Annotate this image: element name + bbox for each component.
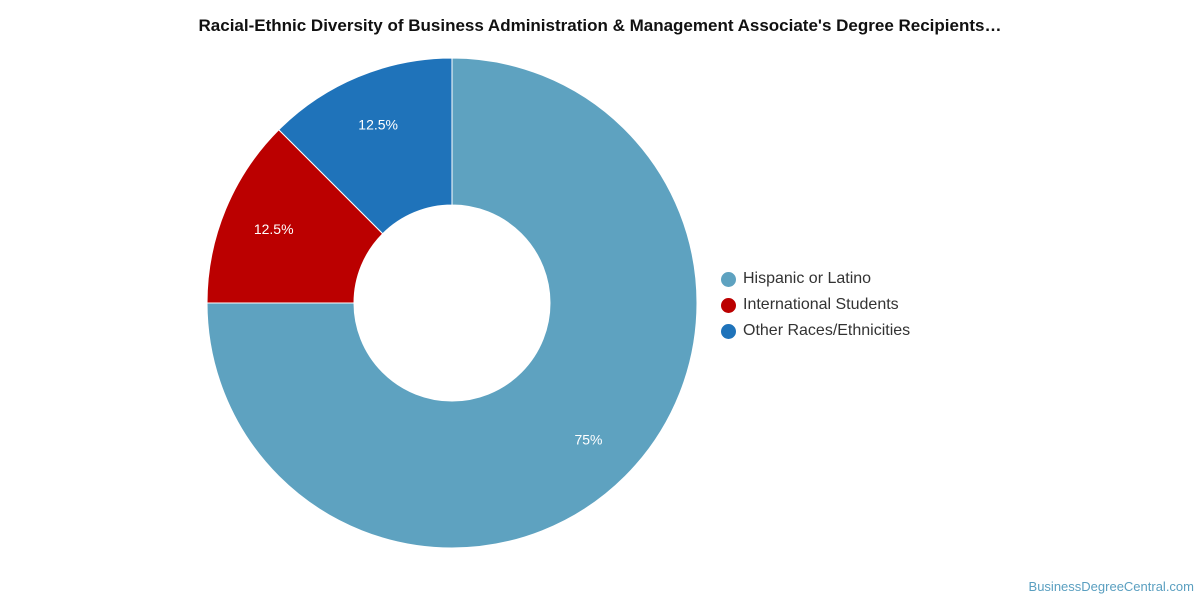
legend-label: Hispanic or Latino <box>743 270 872 287</box>
donut-slice-0[interactable] <box>206 57 698 549</box>
legend-swatch <box>721 323 736 339</box>
slice-label-2: 12.5% <box>358 117 398 133</box>
watermark[interactable]: BusinessDegreeCentral.com <box>1028 579 1194 594</box>
legend-label: International Students <box>743 296 899 313</box>
legend: Hispanic or Latino International Students… <box>721 266 910 344</box>
legend-item[interactable]: Other Races/Ethnicities <box>721 318 910 344</box>
legend-label: Other Races/Ethnicities <box>743 322 911 339</box>
legend-swatch <box>721 297 736 313</box>
donut-slice-2[interactable] <box>278 57 453 235</box>
legend-item[interactable]: Hispanic or Latino <box>721 266 910 292</box>
legend-item[interactable]: International Students <box>721 292 910 318</box>
chart-title: Racial-Ethnic Diversity of Business Admi… <box>198 16 1002 35</box>
legend-swatch <box>721 271 736 287</box>
slice-label-0: 75% <box>574 431 602 447</box>
donut-slice-1[interactable] <box>206 129 384 304</box>
slice-label-1: 12.5% <box>254 221 294 237</box>
